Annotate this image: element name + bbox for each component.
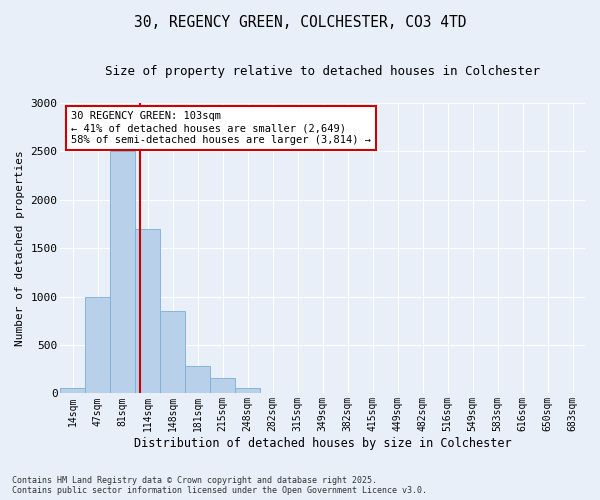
Bar (110, 151, 135, 394)
Bar (160, 311, 185, 394)
Bar (210, 378, 235, 394)
Bar (85, 296, 110, 394)
Bar (61, 388, 85, 394)
Text: 30, REGENCY GREEN, COLCHESTER, CO3 4TD: 30, REGENCY GREEN, COLCHESTER, CO3 4TD (134, 15, 466, 30)
Y-axis label: Number of detached properties: Number of detached properties (15, 150, 25, 346)
Bar (235, 388, 260, 394)
Title: Size of property relative to detached houses in Colchester: Size of property relative to detached ho… (105, 65, 540, 78)
Bar (135, 228, 160, 394)
Bar (185, 366, 210, 394)
X-axis label: Distribution of detached houses by size in Colchester: Distribution of detached houses by size … (134, 437, 511, 450)
Text: 30 REGENCY GREEN: 103sqm
← 41% of detached houses are smaller (2,649)
58% of sem: 30 REGENCY GREEN: 103sqm ← 41% of detach… (71, 112, 371, 144)
Text: Contains HM Land Registry data © Crown copyright and database right 2025.
Contai: Contains HM Land Registry data © Crown c… (12, 476, 427, 495)
